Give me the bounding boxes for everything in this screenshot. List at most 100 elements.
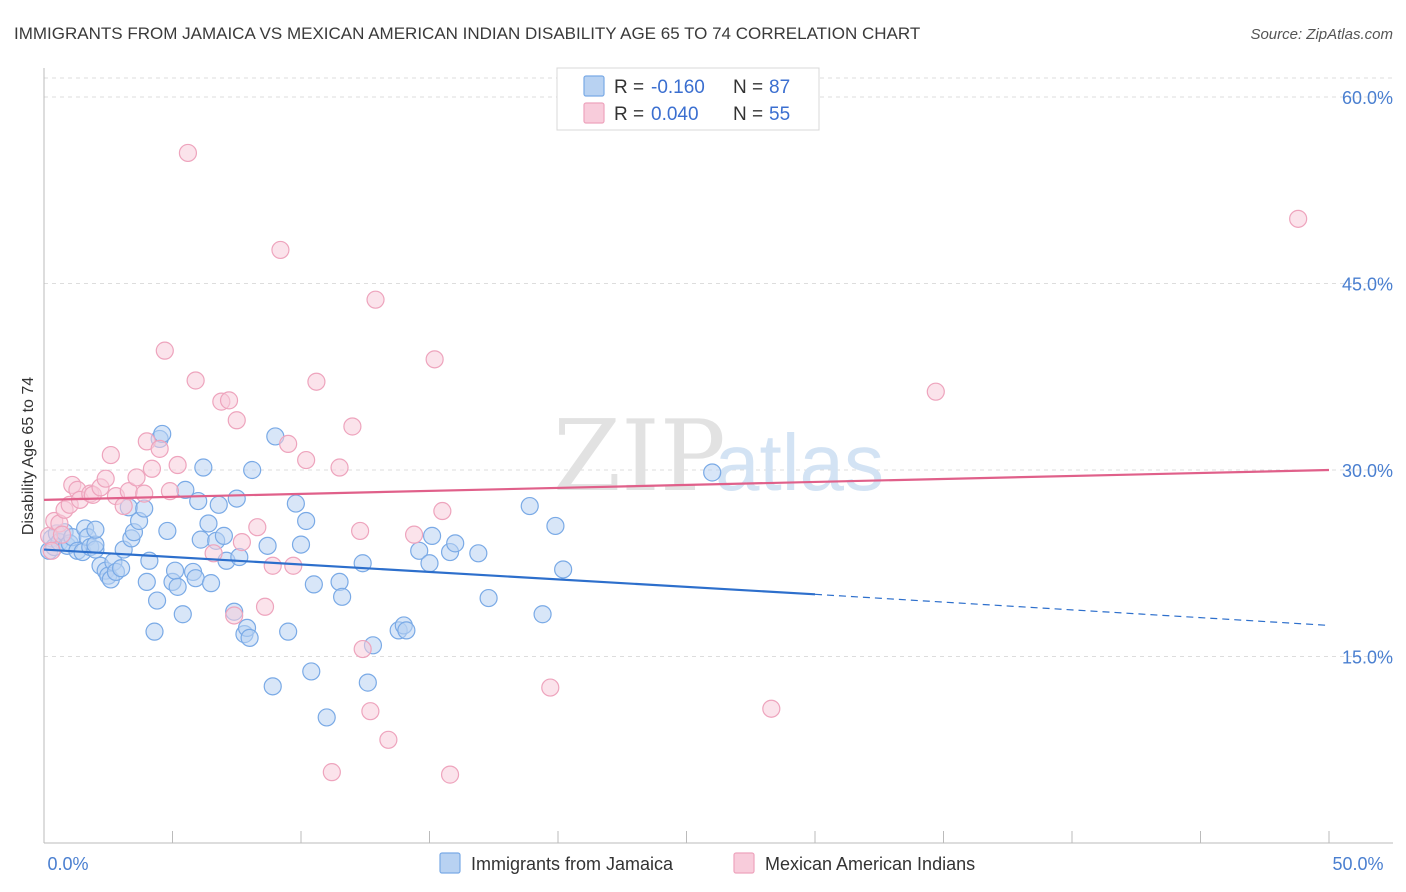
legend-r-value-jamaica: -0.160 xyxy=(651,77,705,98)
y-tick-label-45: 45.0% xyxy=(1342,275,1393,295)
mexican-point-28 xyxy=(204,544,223,563)
trend-line-jamaica xyxy=(43,548,816,596)
mexican-point-57 xyxy=(1289,209,1308,228)
y-axis-label: Disability Age 65 to 74 xyxy=(20,377,37,535)
mexican-point-53 xyxy=(440,765,460,784)
y-tick-label-30: 30.0% xyxy=(1342,461,1393,481)
mexican-point-37 xyxy=(271,240,290,260)
jamaica-point-86 xyxy=(533,605,552,624)
mexican-point-34 xyxy=(248,518,267,537)
mexican-point-24 xyxy=(160,482,180,501)
bottom-legend: Immigrants from Jamaica Mexican American… xyxy=(439,852,975,874)
mexican-point-43 xyxy=(330,458,349,477)
bottom-legend-swatch-mexican xyxy=(733,852,755,874)
mexican-point-48 xyxy=(366,290,385,309)
mexican-point-41 xyxy=(307,372,326,391)
legend-r-value-mexican: 0.040 xyxy=(651,104,699,125)
y-tick-label-15: 15.0% xyxy=(1342,648,1393,668)
jamaica-point-58 xyxy=(240,628,259,647)
chart-source: Source: ZipAtlas.com xyxy=(1250,26,1393,43)
mexican-point-54 xyxy=(541,678,560,697)
mexican-point-38 xyxy=(279,434,298,453)
jamaica-point-51 xyxy=(214,526,233,545)
jamaica-point-67 xyxy=(302,662,321,681)
mexican-point-26 xyxy=(178,143,198,163)
series-mexican-american-indians-points xyxy=(40,143,1308,784)
legend-n-value-jamaica: 87 xyxy=(769,77,790,98)
jamaica-point-78 xyxy=(410,541,429,560)
jamaica-point-88 xyxy=(554,560,573,579)
mexican-point-40 xyxy=(297,450,316,470)
mexican-point-19 xyxy=(135,484,154,503)
jamaica-point-82 xyxy=(446,534,465,553)
x-tick-label-max: 50.0% xyxy=(1332,854,1383,874)
mexican-point-4 xyxy=(52,525,72,544)
mexican-point-21 xyxy=(142,459,162,478)
watermark: ZIP atlas xyxy=(553,400,884,514)
jamaica-point-46 xyxy=(194,458,213,477)
jamaica-point-38 xyxy=(165,561,185,580)
mexican-point-39 xyxy=(284,556,303,575)
jamaica-point-69 xyxy=(317,708,336,727)
mexican-point-45 xyxy=(351,521,370,541)
mexican-point-33 xyxy=(232,533,251,552)
bottom-legend-swatch-jamaica xyxy=(439,852,461,874)
jamaica-point-32 xyxy=(145,622,164,641)
jamaica-point-80 xyxy=(422,526,442,545)
mexican-point-13 xyxy=(96,469,115,488)
watermark-zip: ZIP xyxy=(553,400,726,514)
jamaica-point-64 xyxy=(286,494,305,513)
mexican-point-46 xyxy=(353,639,372,659)
jamaica-point-83 xyxy=(469,544,488,563)
legend: R = -0.160 N = 87 R = 0.040 N = 55 xyxy=(556,67,820,131)
mexican-point-36 xyxy=(263,556,282,575)
jamaica-point-54 xyxy=(227,489,246,508)
bottom-legend-label-jamaica: Immigrants from Jamaica xyxy=(471,854,674,874)
watermark-atlas: atlas xyxy=(715,418,884,507)
jamaica-point-50 xyxy=(209,495,228,514)
jamaica-point-33 xyxy=(147,591,167,610)
jamaica-point-85 xyxy=(520,496,539,516)
jamaica-point-68 xyxy=(304,575,323,594)
mexican-point-55 xyxy=(762,699,781,718)
jamaica-point-43 xyxy=(186,569,205,588)
x-axis-ticks xyxy=(43,831,1330,843)
legend-r-label-mexican: R = xyxy=(614,104,644,125)
jamaica-point-23 xyxy=(111,559,131,578)
mexican-point-44 xyxy=(343,417,362,436)
jamaica-point-66 xyxy=(297,511,316,531)
jamaica-point-71 xyxy=(333,587,352,606)
mexican-point-42 xyxy=(322,763,341,782)
mexican-point-14 xyxy=(101,445,120,465)
jamaica-point-79 xyxy=(420,554,439,573)
mexican-point-32 xyxy=(227,411,246,430)
legend-n-label-mexican: N = xyxy=(733,104,763,125)
jamaica-point-39 xyxy=(168,577,187,596)
jamaica-point-48 xyxy=(201,574,221,593)
jamaica-point-73 xyxy=(358,673,377,692)
mexican-point-25 xyxy=(168,455,187,475)
trend-line-jamaica-projection xyxy=(814,593,1330,627)
legend-n-label-jamaica: N = xyxy=(733,77,763,98)
trend-lines xyxy=(43,468,1330,627)
jamaica-point-65 xyxy=(291,535,311,554)
jamaica-point-47 xyxy=(199,514,218,533)
x-tick-label-min: 0.0% xyxy=(47,854,88,874)
jamaica-point-63 xyxy=(279,622,298,641)
axes xyxy=(43,68,1393,844)
mexican-point-22 xyxy=(150,439,169,458)
jamaica-point-45 xyxy=(191,530,210,549)
mexican-point-35 xyxy=(255,597,275,616)
trend-line-mexican xyxy=(43,468,1330,501)
mexican-point-51 xyxy=(425,350,444,369)
mexican-point-50 xyxy=(404,525,424,544)
legend-swatch-mexican-american-indians xyxy=(583,102,605,124)
jamaica-point-84 xyxy=(479,588,498,608)
jamaica-point-30 xyxy=(137,572,156,592)
jamaica-point-89 xyxy=(703,463,722,482)
jamaica-point-59 xyxy=(243,460,262,480)
jamaica-point-55 xyxy=(230,547,249,567)
legend-r-label-jamaica: R = xyxy=(614,77,644,98)
jamaica-point-70 xyxy=(330,572,349,592)
